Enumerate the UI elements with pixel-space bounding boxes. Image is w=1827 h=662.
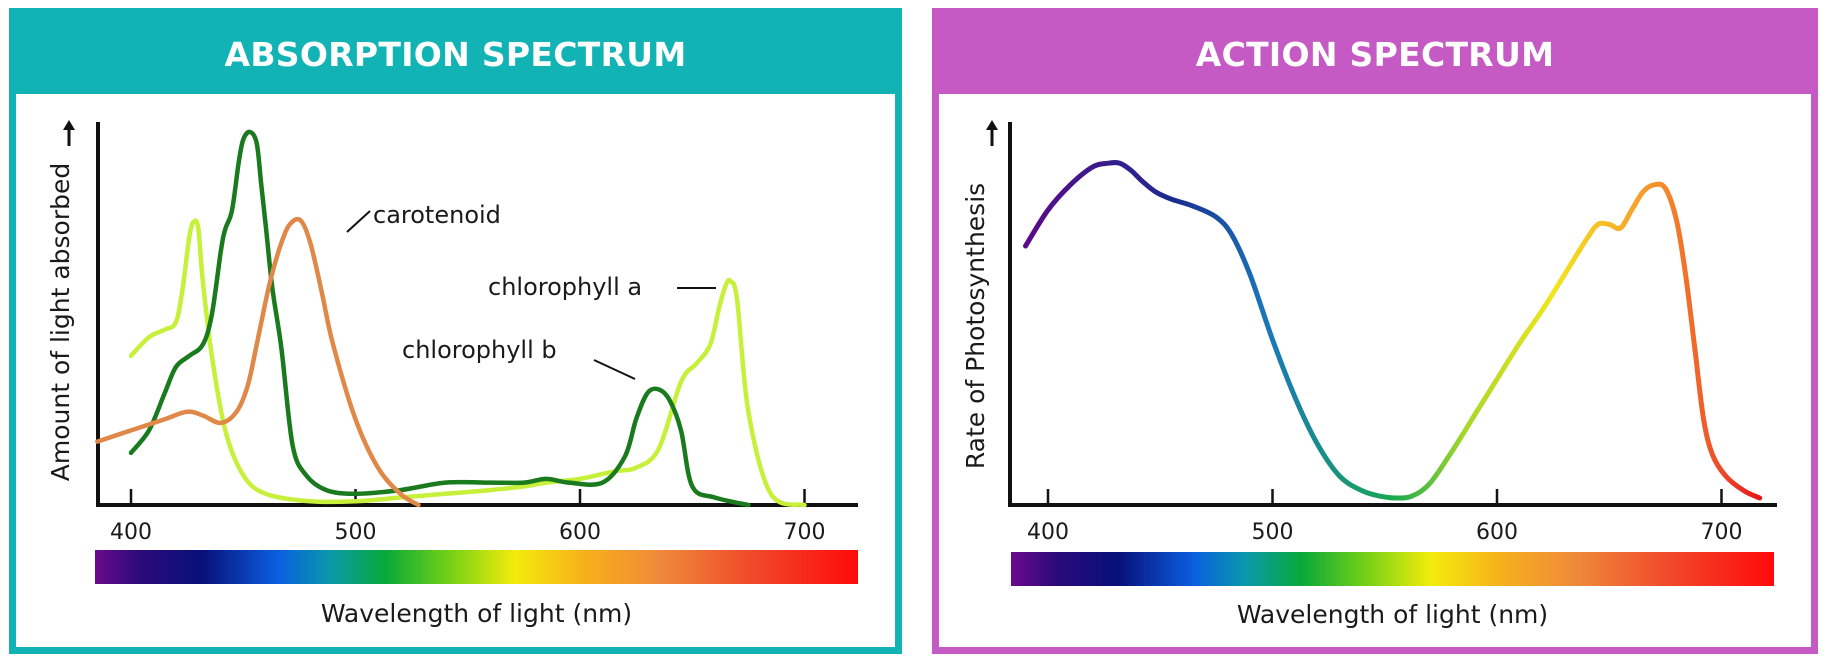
annotation-chlorophyll-a: chlorophyll a [488, 273, 642, 301]
x-tick-label: 400 [110, 520, 152, 545]
x-axis-title: Wavelength of light (nm) [1237, 600, 1548, 629]
visible-spectrum-bar [1011, 552, 1774, 586]
annotation-leader-carotenoid [346, 210, 371, 233]
y-axis-arrowhead [986, 120, 998, 130]
x-tick-label: 600 [559, 520, 601, 545]
y-axis-title: Amount of light absorbed [46, 163, 75, 482]
y-axis-arrowhead [63, 120, 75, 130]
x-axis-title: Wavelength of light (nm) [321, 599, 632, 628]
series-line-carotenoid [95, 216, 421, 508]
action-spectrum-panel: ACTION SPECTRUM 400 500 600 700 Wavelength o… [932, 8, 1818, 654]
annotation-leader-chlorophyll-b [593, 359, 636, 380]
y-axis-title: Rate of Photosynthesis [961, 183, 990, 469]
x-tick-label: 500 [335, 520, 377, 545]
x-tick-label: 700 [1701, 520, 1743, 545]
x-tick-label: 600 [1476, 520, 1518, 545]
x-tick-label: 700 [784, 520, 826, 545]
action-spectrum-chart: 400 500 600 700 Wavelength of light (nm) Rate… [961, 120, 1777, 629]
action-spectrum-title: ACTION SPECTRUM [939, 15, 1811, 94]
annotation-carotenoid: carotenoid [373, 201, 501, 229]
series-line-chlorophyll-b [128, 129, 751, 508]
absorption-spectrum-panel: ABSORPTION SPECTRUM 400 500 600 700 Waveleng… [9, 8, 902, 654]
x-tick-label: 500 [1252, 520, 1294, 545]
series-line-rate-of-photosynthesis [1023, 160, 1763, 501]
series-line-chlorophyll-a [128, 218, 807, 508]
absorption-spectrum-title: ABSORPTION SPECTRUM [16, 15, 895, 94]
x-tick-label: 400 [1027, 520, 1069, 545]
absorption-spectrum-chart: 400 500 600 700 Wavelength of light (nm) Amou… [46, 120, 858, 628]
annotation-chlorophyll-b: chlorophyll b [402, 336, 557, 364]
visible-spectrum-bar [95, 550, 858, 584]
